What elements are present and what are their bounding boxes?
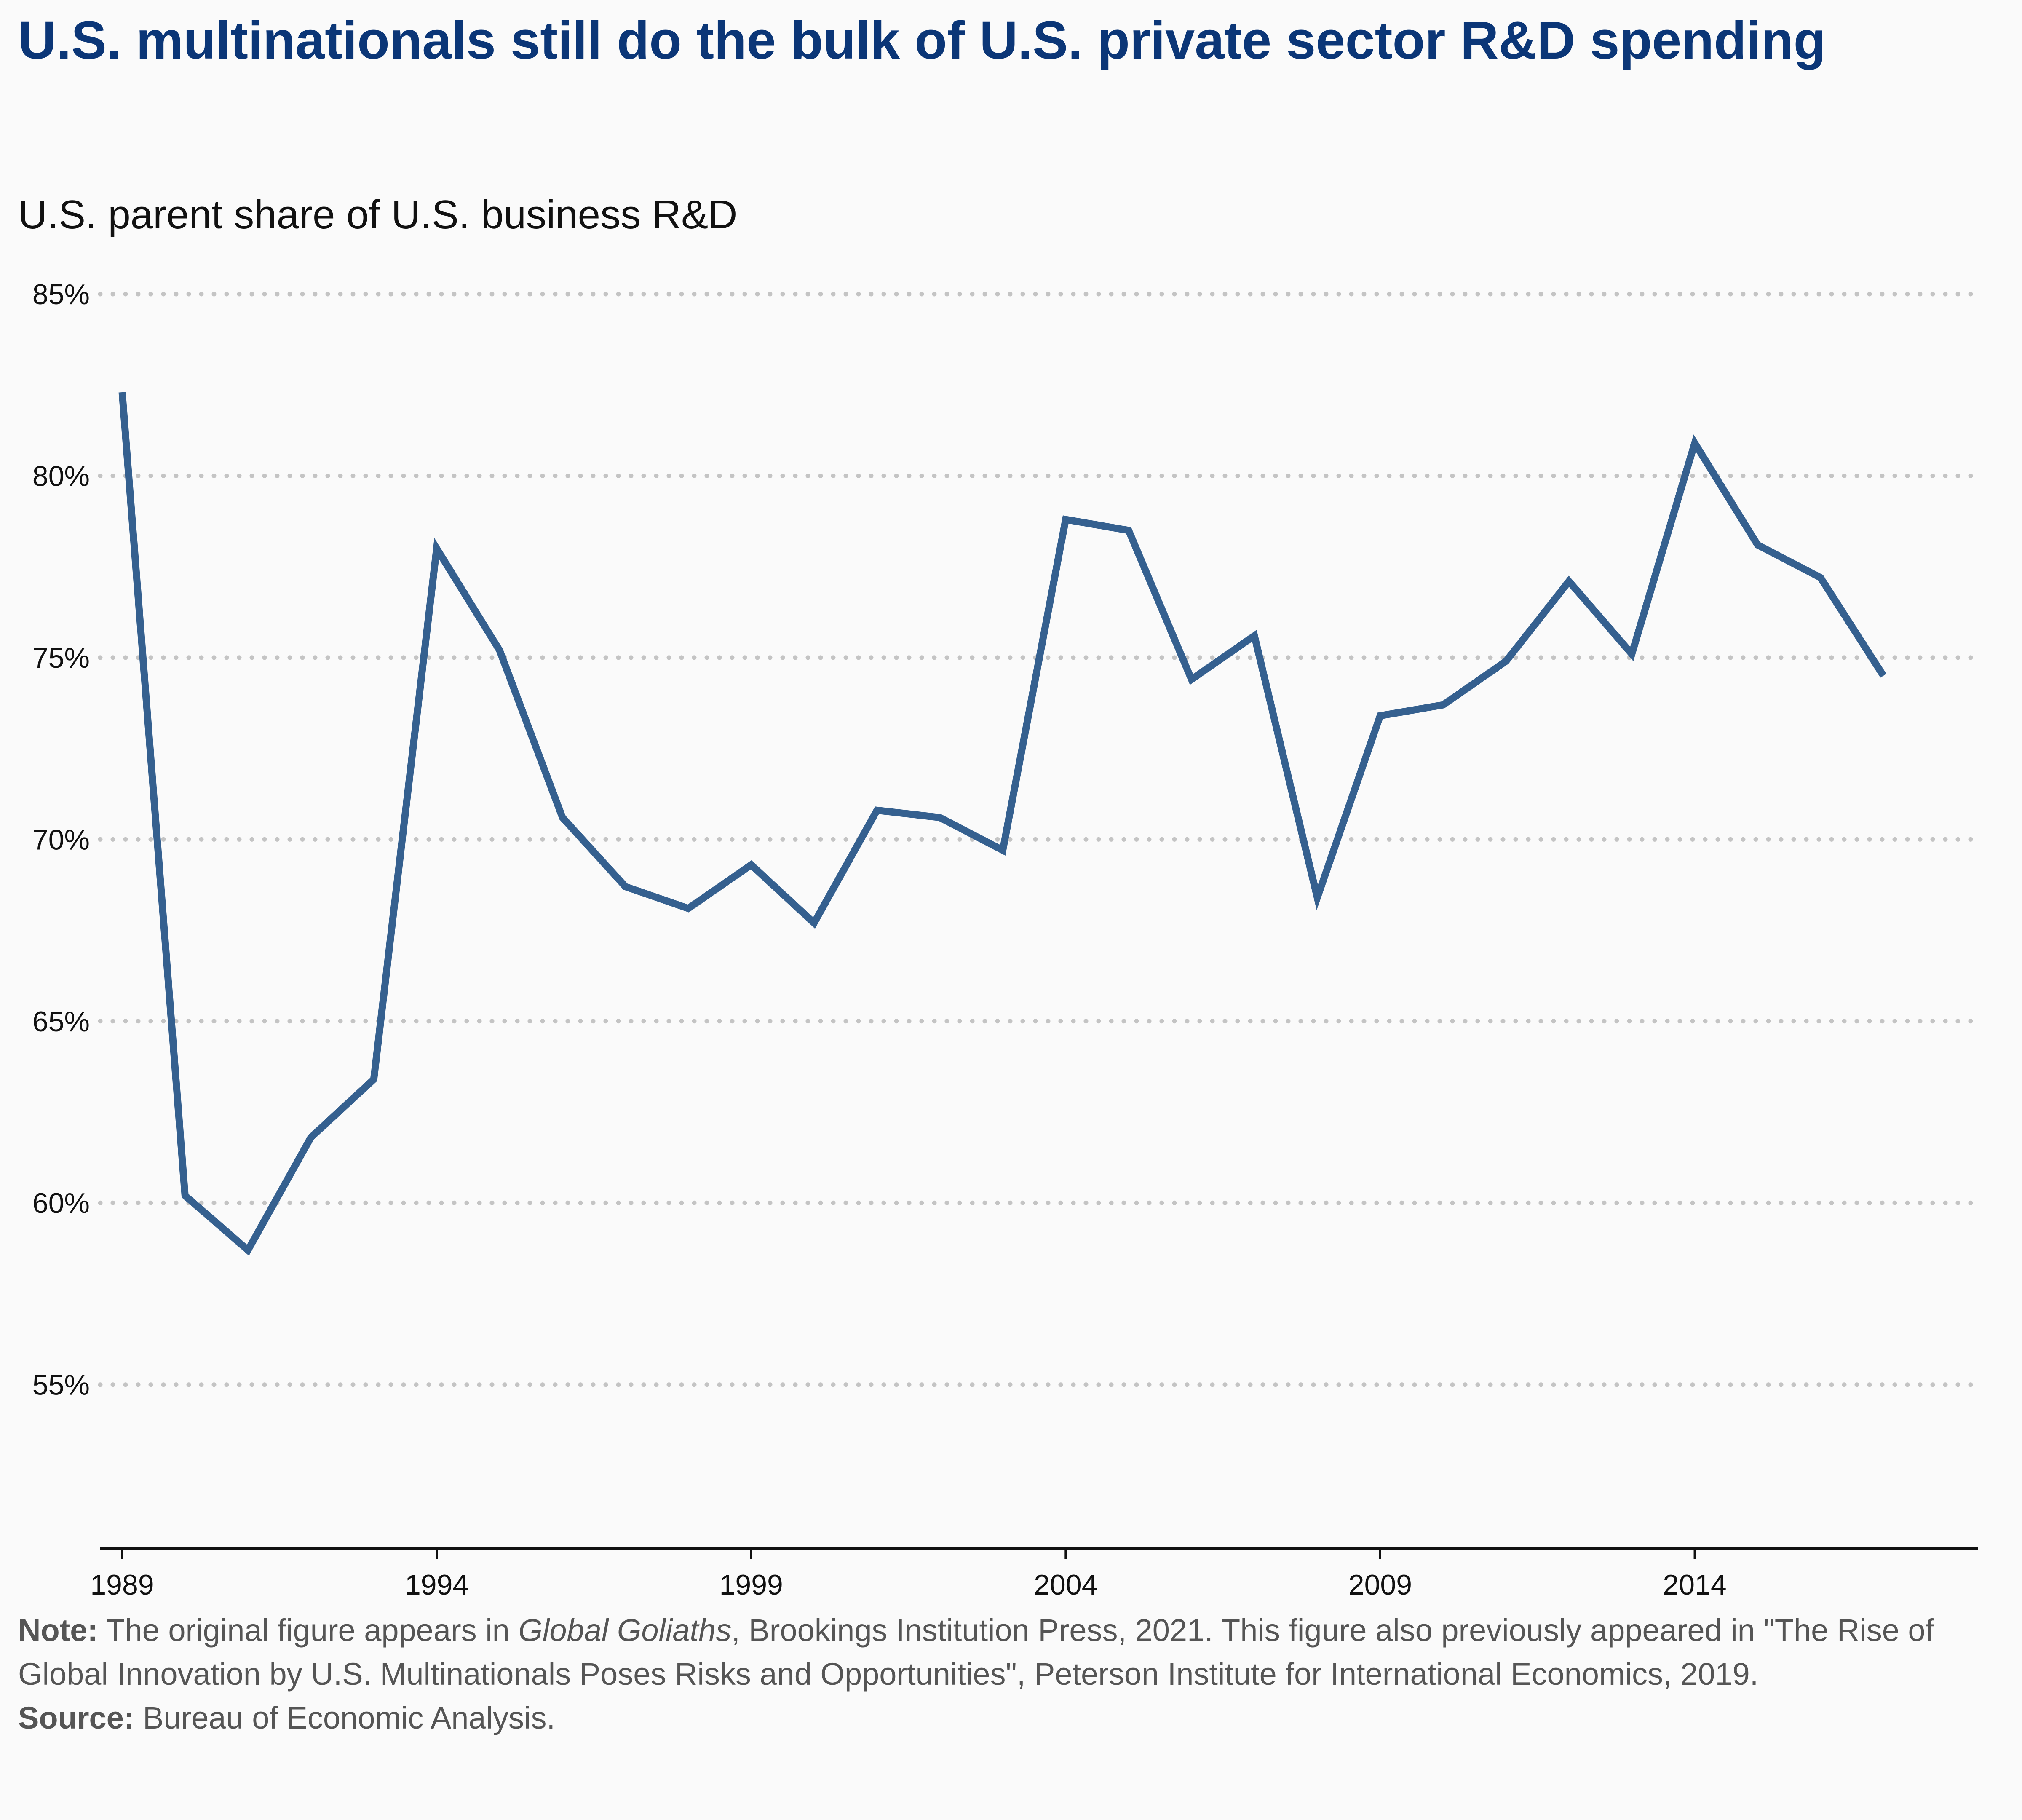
y-tick-label: 65% — [32, 1006, 90, 1038]
y-tick-label: 70% — [32, 824, 90, 856]
x-tick-label: 1989 — [90, 1569, 154, 1601]
note-book-title: Global Goliaths — [518, 1613, 732, 1648]
y-tick-label: 80% — [32, 460, 90, 492]
chart-subtitle: U.S. parent share of U.S. business R&D — [18, 192, 738, 237]
note: Note: The original figure appears in Glo… — [18, 1609, 1998, 1696]
note-label: Note: — [18, 1613, 98, 1648]
x-tick-label: 1994 — [405, 1569, 468, 1601]
y-tick-label: 55% — [32, 1369, 90, 1401]
x-tick-label: 2004 — [1034, 1569, 1097, 1601]
x-tick-label: 1999 — [719, 1569, 783, 1601]
chart-title: U.S. multinationals still do the bulk of… — [18, 11, 1826, 70]
source: Source: Bureau of Economic Analysis. — [18, 1696, 1998, 1740]
y-tick-label: 60% — [32, 1187, 90, 1219]
y-tick-label: 75% — [32, 642, 90, 674]
data-points — [122, 392, 1884, 1250]
x-axis-ticks: 1989 1994 1999 2004 2009 2014 — [90, 1548, 1727, 1601]
line-chart: 55% 60% 65% 70% 75% 80% 85% 1989 1994 1999 2004 20… — [32, 278, 1980, 1601]
y-axis-ticks: 55% 60% 65% 70% 75% 80% 85% — [32, 278, 90, 1401]
x-tick-label: 2014 — [1663, 1569, 1726, 1601]
gridlines — [98, 292, 1980, 1387]
series-line — [118, 392, 1887, 1256]
source-label: Source: — [18, 1700, 134, 1735]
x-tick-label: 2009 — [1348, 1569, 1412, 1601]
note-text-2: , Brookings Institution Press, 2021. Thi… — [18, 1613, 1934, 1692]
note-text-1: The original figure appears in — [106, 1613, 510, 1648]
y-tick-label: 85% — [32, 278, 90, 310]
source-text: Bureau of Economic Analysis. — [143, 1700, 556, 1735]
series-layer — [118, 392, 1887, 1256]
footer: Note: The original figure appears in Glo… — [18, 1609, 1998, 1740]
